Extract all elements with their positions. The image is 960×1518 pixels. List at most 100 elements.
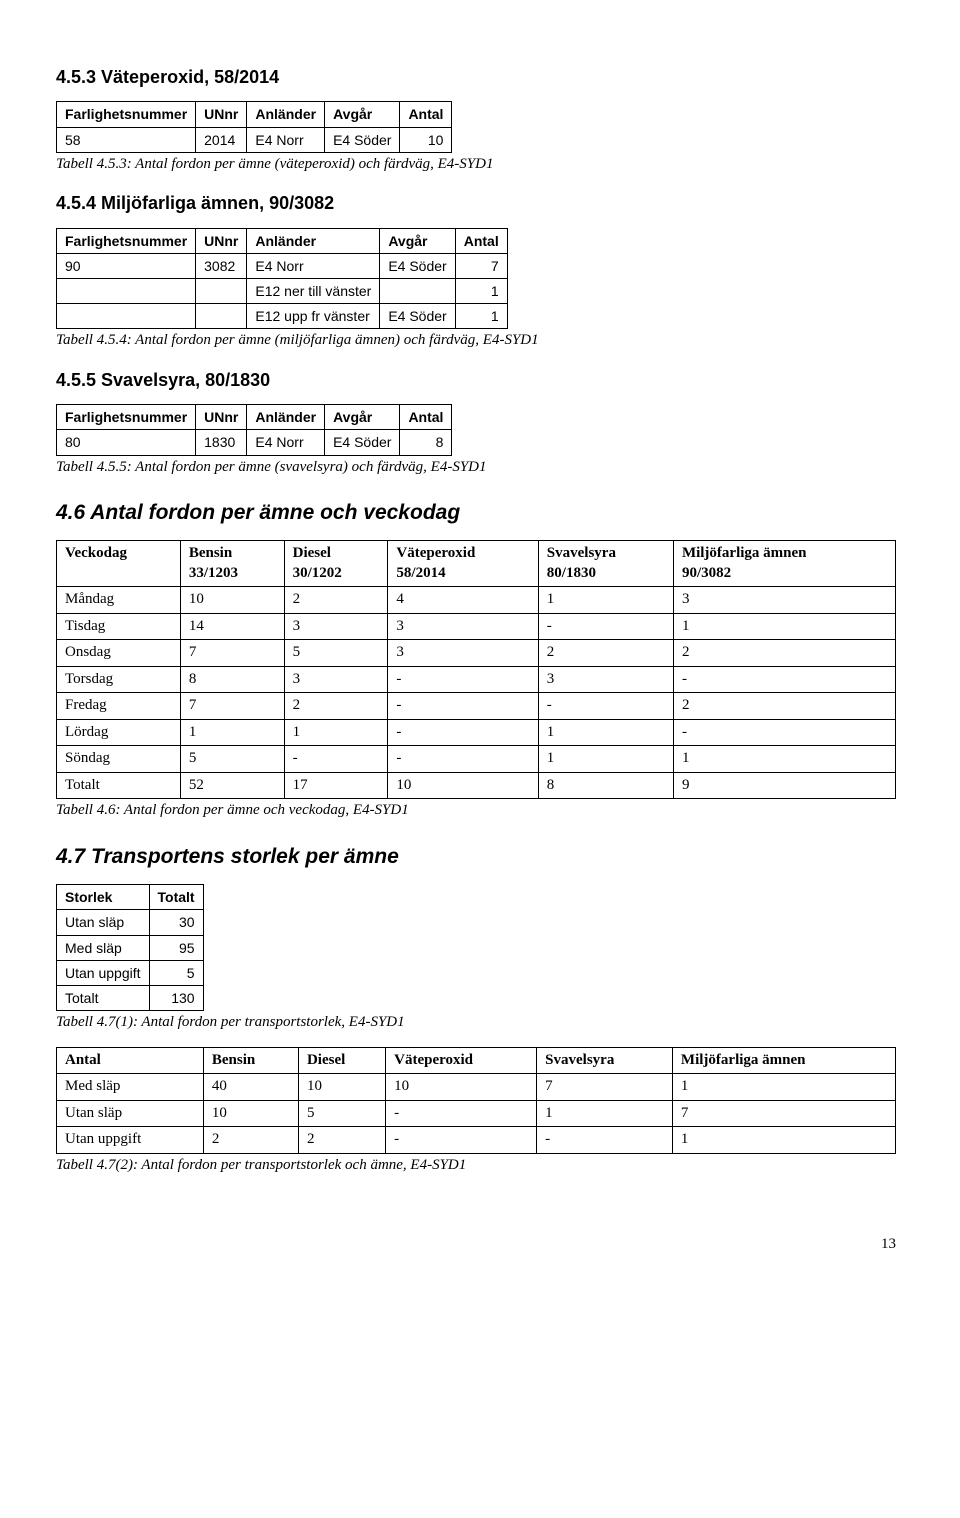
th: Veckodag — [57, 541, 181, 587]
td — [196, 304, 247, 329]
td: 3082 — [196, 253, 247, 278]
td: - — [538, 693, 673, 720]
td: 7 — [672, 1100, 895, 1127]
td: 10 — [298, 1074, 385, 1101]
td: 2 — [203, 1127, 298, 1154]
th: Diesel — [298, 1047, 385, 1074]
heading-455: 4.5.5 Svavelsyra, 80/1830 — [56, 369, 896, 392]
th-sub: 90/3082 — [682, 565, 731, 581]
td: Utan uppgift — [57, 960, 150, 985]
td: 1 — [672, 1127, 895, 1154]
table-47-2: Antal Bensin Diesel Väteperoxid Svavelsy… — [56, 1047, 896, 1154]
heading-453: 4.5.3 Väteperoxid, 58/2014 — [56, 66, 896, 89]
th-sub: 30/1202 — [293, 565, 342, 581]
td: E4 Norr — [247, 127, 325, 152]
td: 3 — [388, 640, 538, 667]
page-number: 13 — [56, 1235, 896, 1255]
caption-454: Tabell 4.5.4: Antal fordon per ämne (mil… — [56, 331, 896, 351]
td: 1 — [673, 746, 895, 773]
td: 2 — [284, 587, 388, 614]
td: E4 Söder — [325, 127, 400, 152]
td: - — [388, 719, 538, 746]
td: 9 — [673, 772, 895, 799]
td: 5 — [149, 960, 203, 985]
td: 7 — [455, 253, 507, 278]
th: Miljöfarliga ämnen 90/3082 — [673, 541, 895, 587]
table-47-1: Storlek Totalt Utan släp30 Med släp95 Ut… — [56, 884, 204, 1011]
td: - — [538, 613, 673, 640]
td: 1 — [455, 279, 507, 304]
th: Väteperoxid — [386, 1047, 537, 1074]
th: UNnr — [196, 102, 247, 127]
td: 2 — [673, 640, 895, 667]
th-main: Väteperoxid — [396, 545, 475, 561]
td: Med släp — [57, 935, 150, 960]
td: - — [388, 746, 538, 773]
th: Bensin 33/1203 — [180, 541, 284, 587]
td: 2 — [298, 1127, 385, 1154]
th-sub: 33/1203 — [189, 565, 238, 581]
td: 10 — [386, 1074, 537, 1101]
td: 95 — [149, 935, 203, 960]
td: Totalt — [57, 772, 181, 799]
table-455: Farlighetsnummer UNnr Anländer Avgår Ant… — [56, 404, 452, 455]
th: UNnr — [196, 405, 247, 430]
td: Utan släp — [57, 1100, 204, 1127]
td: - — [284, 746, 388, 773]
td: 1 — [538, 587, 673, 614]
td: 2 — [284, 693, 388, 720]
td: 40 — [203, 1074, 298, 1101]
td: Totalt — [57, 986, 150, 1011]
td: Lördag — [57, 719, 181, 746]
th: Svavelsyra — [537, 1047, 673, 1074]
td: Utan släp — [57, 910, 150, 935]
td: E4 Söder — [380, 304, 455, 329]
td: - — [673, 719, 895, 746]
td: 3 — [673, 587, 895, 614]
td: E12 ner till vänster — [247, 279, 380, 304]
td: E4 Söder — [325, 430, 400, 455]
td: 1 — [538, 746, 673, 773]
td: 130 — [149, 986, 203, 1011]
td: 1 — [538, 719, 673, 746]
td: - — [537, 1127, 673, 1154]
td: - — [386, 1100, 537, 1127]
th: Storlek — [57, 885, 150, 910]
heading-47: 4.7 Transportens storlek per ämne — [56, 843, 896, 870]
th: Totalt — [149, 885, 203, 910]
caption-453: Tabell 4.5.3: Antal fordon per ämne (vät… — [56, 155, 896, 175]
td: E4 Norr — [247, 430, 325, 455]
th: Svavelsyra 80/1830 — [538, 541, 673, 587]
th-sub: 58/2014 — [396, 565, 445, 581]
td — [380, 279, 455, 304]
td: 80 — [57, 430, 196, 455]
td: E4 Norr — [247, 253, 380, 278]
td: Utan uppgift — [57, 1127, 204, 1154]
th-main: Miljöfarliga ämnen — [682, 545, 807, 561]
th: Farlighetsnummer — [57, 228, 196, 253]
table-454: Farlighetsnummer UNnr Anländer Avgår Ant… — [56, 228, 508, 330]
td: 2014 — [196, 127, 247, 152]
td: 5 — [180, 746, 284, 773]
th: Antal — [400, 405, 452, 430]
td: 90 — [57, 253, 196, 278]
td: 4 — [388, 587, 538, 614]
td: 7 — [537, 1074, 673, 1101]
td: 17 — [284, 772, 388, 799]
th: Diesel 30/1202 — [284, 541, 388, 587]
th: Anländer — [247, 228, 380, 253]
th: Avgår — [325, 405, 400, 430]
th: Antal — [57, 1047, 204, 1074]
td: Måndag — [57, 587, 181, 614]
td: - — [673, 666, 895, 693]
td: 5 — [284, 640, 388, 667]
td: Söndag — [57, 746, 181, 773]
td: Tisdag — [57, 613, 181, 640]
td — [196, 279, 247, 304]
td: - — [386, 1127, 537, 1154]
td: 10 — [203, 1100, 298, 1127]
td: 3 — [284, 666, 388, 693]
th-main: Svavelsyra — [547, 545, 616, 561]
td — [57, 304, 196, 329]
th: Avgår — [325, 102, 400, 127]
